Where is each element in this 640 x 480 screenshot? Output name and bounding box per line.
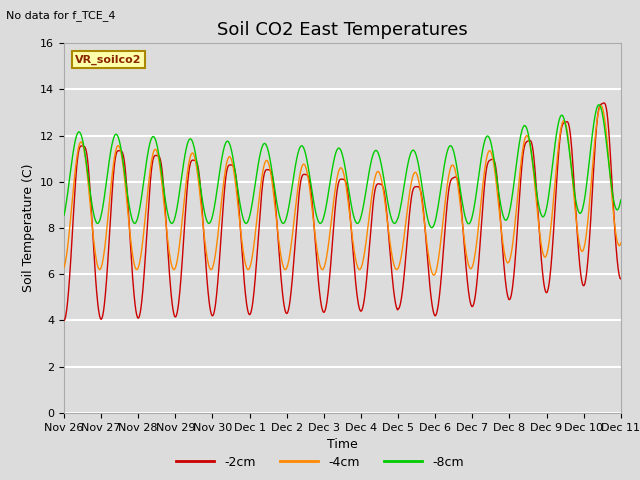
- Text: No data for f_TCE_4: No data for f_TCE_4: [6, 10, 116, 21]
- Y-axis label: Soil Temperature (C): Soil Temperature (C): [22, 164, 35, 292]
- Legend: -2cm, -4cm, -8cm: -2cm, -4cm, -8cm: [172, 451, 468, 474]
- X-axis label: Time: Time: [327, 438, 358, 451]
- Text: VR_soilco2: VR_soilco2: [75, 54, 141, 64]
- Title: Soil CO2 East Temperatures: Soil CO2 East Temperatures: [217, 21, 468, 39]
